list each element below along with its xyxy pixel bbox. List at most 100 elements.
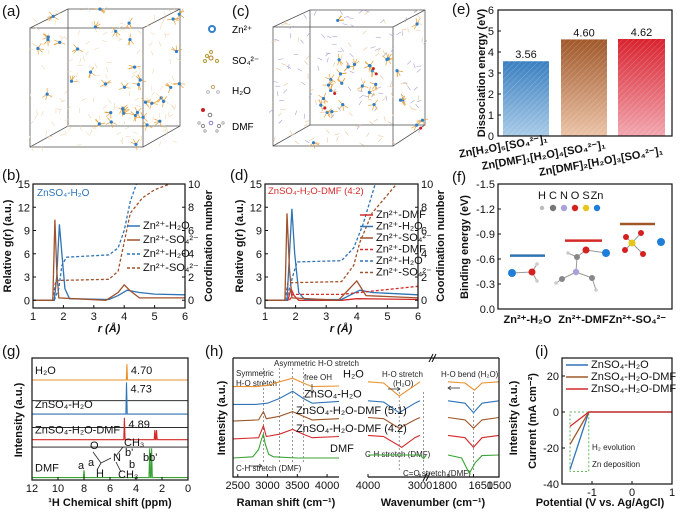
molecule-bond bbox=[358, 10, 363, 14]
panel-i-lsv-chart: (i) Current (mA cm⁻²) Potential (V vs. A… bbox=[527, 343, 680, 509]
molecule-bond bbox=[388, 85, 394, 88]
molecule-bond bbox=[364, 11, 369, 15]
molecule-bond bbox=[297, 68, 303, 72]
atom bbox=[589, 275, 595, 281]
trace-label: DMF bbox=[330, 443, 354, 455]
zn-ion bbox=[93, 25, 97, 29]
x-tick-label: Zn²⁺-DMF bbox=[558, 314, 609, 326]
zn-ion bbox=[88, 70, 93, 74]
molecule-bond bbox=[325, 52, 331, 55]
molecule-bond bbox=[363, 46, 368, 51]
box-edge bbox=[67, 8, 181, 127]
x-tick-label: 1800 bbox=[433, 480, 457, 492]
legend-label: ZnSO₄-H₂O-DMF (4:2) bbox=[591, 383, 680, 395]
x-tick-label: 0 bbox=[185, 483, 191, 495]
dmf-oxygen bbox=[419, 126, 423, 130]
atom bbox=[554, 281, 558, 285]
molecule-bond bbox=[356, 125, 360, 130]
ir-trace bbox=[447, 454, 500, 475]
molecule-bond bbox=[46, 135, 51, 140]
molecule-bond bbox=[60, 99, 66, 103]
box-edge bbox=[142, 125, 181, 148]
molecule-bond bbox=[348, 17, 354, 20]
y-tick-label: 3 bbox=[256, 272, 262, 284]
bar-hatch bbox=[503, 61, 549, 136]
molecule-bond bbox=[125, 135, 131, 138]
zn-ion bbox=[161, 99, 166, 103]
molecule-bond bbox=[306, 32, 311, 37]
x-tick-label: 1 bbox=[262, 311, 268, 323]
y-tick-label: -0.6 bbox=[476, 254, 495, 266]
panel-a: (a) bbox=[2, 3, 186, 152]
zn-ion bbox=[136, 82, 141, 87]
panel-c: (c) bbox=[232, 3, 429, 149]
molecule-bond bbox=[95, 125, 101, 128]
x-tick-label: 2 bbox=[293, 311, 299, 323]
trace-label: ZnSO₄-H₂O-DMF (5:1) bbox=[296, 405, 407, 417]
molecule-bond bbox=[313, 10, 317, 16]
zn-ion bbox=[177, 82, 181, 86]
molecule-bond bbox=[164, 129, 168, 135]
molecule-bond bbox=[34, 114, 37, 120]
molecule-bond bbox=[336, 136, 339, 142]
molecule-bond bbox=[277, 91, 279, 97]
x-tick-label: 2 bbox=[159, 483, 165, 495]
y-tick-label: 12 bbox=[18, 202, 30, 214]
raman-trace bbox=[232, 410, 340, 422]
y-tick-label: 6 bbox=[488, 5, 494, 17]
y2-tick-label: 2 bbox=[188, 272, 194, 284]
zn-ion bbox=[98, 7, 102, 11]
x-tick-label: 8 bbox=[81, 483, 87, 495]
chart-title: ZnSO₄-H₂O bbox=[37, 188, 90, 199]
molecule-bond bbox=[356, 124, 361, 128]
molecule-bond bbox=[29, 94, 32, 100]
zn-ion bbox=[341, 103, 345, 107]
y2-tick-label: 10 bbox=[421, 179, 433, 191]
y-axis-label: Current (mA cm⁻²) bbox=[527, 373, 539, 469]
y-tick-label: -0.9 bbox=[476, 229, 495, 241]
molecule-bond bbox=[136, 49, 141, 54]
y2-tick-label: 10 bbox=[188, 179, 200, 191]
molecule-bond bbox=[369, 121, 374, 125]
water-icon bbox=[206, 84, 220, 94]
x-tick-label: 2500 bbox=[226, 480, 250, 492]
molecule-bond bbox=[163, 11, 167, 17]
trace-label: ZnSO₄-H₂O bbox=[35, 399, 93, 411]
zn-ion bbox=[338, 72, 343, 76]
atom bbox=[602, 249, 610, 257]
zn-h2o-molecule bbox=[508, 262, 539, 283]
legend-label-so4: SO₄²⁻ bbox=[232, 56, 259, 67]
molecule-bond bbox=[293, 53, 299, 55]
nmr-trace bbox=[32, 364, 188, 381]
x-tick-label: 5 bbox=[152, 311, 158, 323]
molecule-bond bbox=[309, 138, 314, 141]
zn-ion bbox=[420, 118, 425, 122]
x-axis-label: r (Å) bbox=[98, 322, 121, 335]
axes-frame bbox=[497, 183, 673, 310]
y-tick-label: 2 bbox=[488, 89, 494, 101]
dmf-oxygen bbox=[374, 72, 378, 76]
molecule-bond bbox=[325, 129, 330, 134]
molecule-bond bbox=[380, 75, 384, 80]
molecule-bond bbox=[390, 92, 394, 98]
x-tick-label: 0 bbox=[629, 487, 635, 499]
series-line bbox=[265, 208, 418, 301]
molecule-bond bbox=[373, 118, 379, 122]
molecule-bond bbox=[171, 105, 175, 111]
molecule-bond bbox=[341, 54, 343, 60]
zn-ion bbox=[51, 14, 55, 18]
molecule-bond bbox=[56, 108, 62, 110]
molecule-bond bbox=[347, 62, 351, 67]
molecule-bond bbox=[35, 27, 41, 31]
molecule-bond bbox=[45, 130, 48, 136]
x-tick-label: 3 bbox=[323, 311, 329, 323]
x-tick-label: Zn²⁺-H₂O bbox=[504, 314, 552, 326]
molecule-bond bbox=[389, 33, 394, 37]
molecule-bond bbox=[28, 135, 31, 141]
x-tick-label: 5 bbox=[384, 311, 390, 323]
molecule-bond bbox=[317, 65, 320, 71]
molecule-bond bbox=[150, 32, 156, 35]
molecule-bond bbox=[102, 40, 107, 43]
ir-trace bbox=[447, 434, 500, 449]
zn-ion bbox=[46, 35, 50, 39]
